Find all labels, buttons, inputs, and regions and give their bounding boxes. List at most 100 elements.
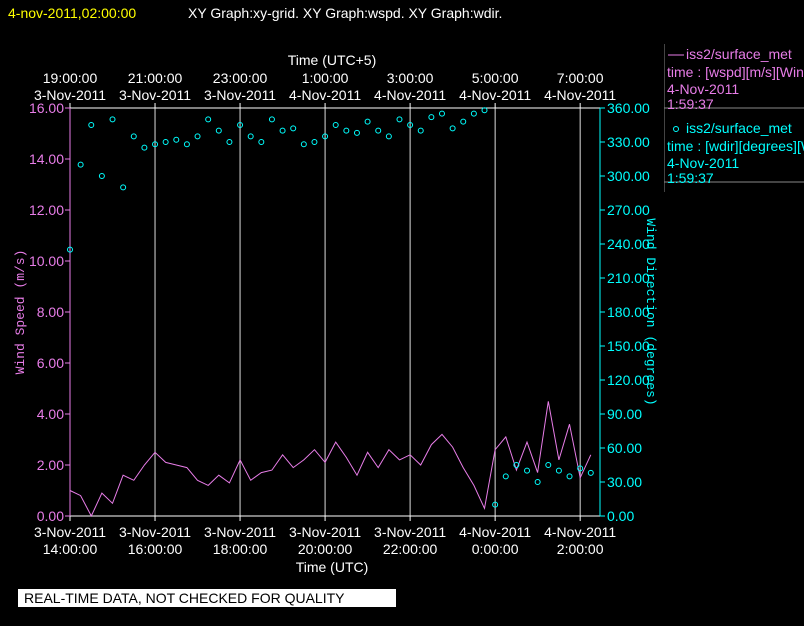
x-tick-label: 3-Nov-2011 — [204, 524, 276, 540]
y2-tick-label: 0.00 — [607, 508, 634, 524]
wind-direction-point — [513, 462, 520, 468]
wind-direction-point — [290, 125, 297, 132]
y-tick-label: 12.00 — [29, 202, 64, 218]
x-tick-label: 14:00:00 — [43, 541, 98, 557]
x-tick-label: 2:00:00 — [557, 541, 604, 557]
y-tick-label: 10.00 — [29, 253, 64, 269]
y2-tick-label: 120.00 — [607, 372, 650, 388]
wind-direction-point — [524, 467, 531, 474]
wind-direction-point — [460, 118, 467, 125]
wind-direction-point — [566, 473, 573, 480]
chart-title: XY Graph:xy-grid. XY Graph:wspd. XY Grap… — [188, 5, 502, 21]
wind-direction-point — [98, 173, 105, 179]
wind-direction-point — [162, 139, 169, 145]
wind-direction-point — [67, 246, 73, 253]
x-tick-label: 20:00:00 — [298, 541, 353, 557]
x2-tick-label: 3:00:00 — [387, 70, 434, 86]
wind-direction-point — [247, 133, 254, 140]
wind-direction-point — [417, 127, 424, 134]
wind-direction-point — [470, 110, 477, 117]
x2-tick-label: 1:00:00 — [302, 70, 349, 86]
wind-direction-point — [183, 141, 190, 148]
wind-direction-point — [502, 473, 509, 480]
x2-tick-label: 5:00:00 — [472, 70, 519, 86]
wind-direction-point — [109, 116, 116, 123]
title-date: 4-nov-2011,02:00:00 — [8, 5, 136, 21]
wind-direction-point — [120, 184, 127, 191]
x-tick-label: 4-Nov-2011 — [544, 524, 616, 540]
wind-direction-point — [545, 462, 552, 468]
x2-tick-label: 4-Nov-2011 — [289, 87, 361, 103]
wind-direction-point — [173, 136, 180, 143]
wind-direction-point — [577, 465, 584, 472]
wind-direction-point — [428, 114, 435, 121]
wind-direction-point — [332, 122, 339, 128]
wind-direction-point — [141, 144, 148, 151]
wind-direction-point — [268, 116, 275, 123]
wind-speed-line — [69, 401, 592, 518]
y2-tick-label: 180.00 — [607, 304, 650, 320]
x-tick-label: 22:00:00 — [383, 541, 438, 557]
wind-direction-point — [438, 110, 445, 117]
x2-tick-label: 7:00:00 — [557, 70, 604, 86]
wind-direction-point — [353, 129, 360, 136]
x-axis-title: Time (UTC) — [296, 559, 369, 575]
x-tick-label: 4-Nov-2011 — [459, 524, 531, 540]
legend-date: 4-Nov-2011 — [667, 155, 739, 171]
wind-direction-point — [407, 122, 414, 128]
x-tick-label: 3-Nov-2011 — [34, 524, 106, 540]
wind-direction-point — [396, 116, 403, 123]
wind-direction-point — [449, 125, 456, 132]
x-tick-label: 18:00:00 — [213, 541, 268, 557]
legend-date: 4-Nov-2011 — [667, 81, 739, 97]
y-tick-label: 16.00 — [29, 100, 64, 116]
wind-direction-point — [534, 479, 541, 485]
wind-direction-point — [77, 161, 84, 168]
y-tick-label: 2.00 — [37, 457, 64, 473]
wind-direction-point — [237, 122, 244, 128]
x2-tick-label: 4-Nov-2011 — [374, 87, 446, 103]
wind-direction-point — [322, 133, 329, 140]
legend-entry: iss2/surface_met — [686, 120, 792, 136]
y-tick-label: 6.00 — [37, 355, 64, 371]
y2-tick-label: 210.00 — [607, 270, 650, 286]
y-tick-label: 0.00 — [37, 508, 64, 524]
y2-tick-label: 150.00 — [607, 338, 650, 354]
y-tick-label: 14.00 — [29, 151, 64, 167]
x2-axis-title: Time (UTC+5) — [288, 52, 377, 68]
x2-tick-label: 4-Nov-2011 — [544, 87, 616, 103]
wind-direction-point — [311, 139, 318, 145]
x2-tick-label: 3-Nov-2011 — [119, 87, 191, 103]
x2-tick-label: 21:00:00 — [128, 70, 183, 86]
y-tick-label: 8.00 — [37, 304, 64, 320]
x2-tick-label: 3-Nov-2011 — [204, 87, 276, 103]
y2-tick-label: 330.00 — [607, 134, 650, 150]
wind-direction-point — [364, 118, 371, 125]
wind-direction-point — [481, 107, 488, 114]
y-axis-title: Wind Speed (m/s) — [13, 250, 28, 375]
legend-entry: iss2/surface_met — [686, 46, 792, 62]
x-tick-label: 16:00:00 — [128, 541, 183, 557]
x-tick-label: 3-Nov-2011 — [119, 524, 191, 540]
legend-time: 1:59:37 — [667, 96, 714, 112]
x2-tick-label: 23:00:00 — [213, 70, 268, 86]
x-tick-label: 0:00:00 — [472, 541, 519, 557]
wind-direction-point — [226, 139, 233, 145]
wind-direction-point — [194, 133, 201, 140]
x2-tick-label: 19:00:00 — [43, 70, 98, 86]
wind-direction-point — [385, 133, 392, 140]
x2-tick-label: 3-Nov-2011 — [34, 87, 106, 103]
y2-tick-label: 60.00 — [607, 440, 642, 456]
legend-detail: time : [wspd][m/s][Wind — [667, 64, 804, 80]
wind-direction-point — [587, 469, 594, 476]
wind-direction-point — [375, 127, 382, 134]
note-box — [18, 589, 396, 607]
y2-tick-label: 270.00 — [607, 202, 650, 218]
wind-direction-point — [215, 127, 222, 134]
x-tick-label: 3-Nov-2011 — [374, 524, 446, 540]
wind-direction-point — [205, 116, 212, 123]
